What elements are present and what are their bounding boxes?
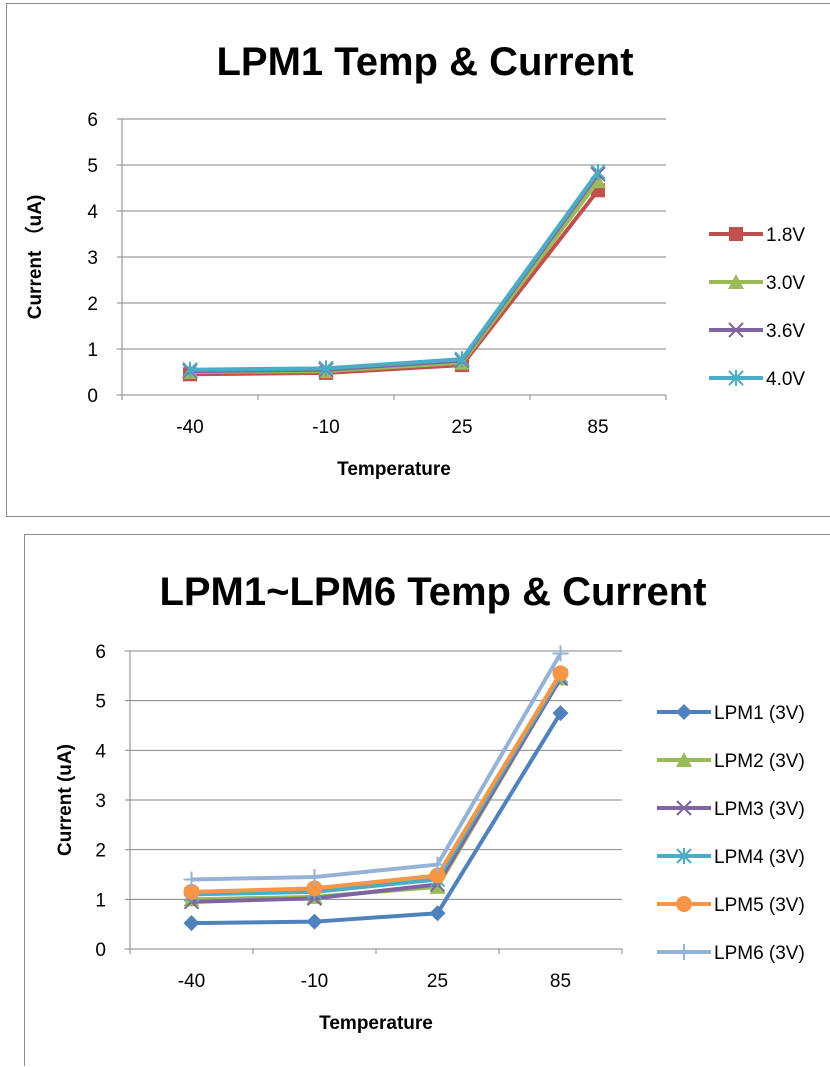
chart-1-series-1 <box>183 183 605 382</box>
chart-1-y-axis-label: Current （uA) <box>23 195 46 320</box>
chart-2-y-tick-label: 0 <box>95 940 106 961</box>
chart-1-legend-entry: 1.8V <box>709 225 805 246</box>
chart-2-y-tick-label: 3 <box>95 791 106 812</box>
chart-2-legend-entry: LPM5 (3V) <box>657 895 805 916</box>
chart-2-y-tick-label: 4 <box>95 741 106 762</box>
chart-2-container: LPM1~LPM6 Temp & Current 0 1 2 3 4 5 6 -40 -10 25 8… <box>24 534 830 1066</box>
chart-2-series-line <box>191 677 563 904</box>
chart-2-legend-marker <box>676 752 692 767</box>
chart-1-data-point <box>590 173 606 189</box>
chart-2-legend-entry: LPM4 (3V) <box>657 847 805 868</box>
chart-1-y-tick-label: 3 <box>87 248 98 269</box>
chart-2-legend-label: LPM4 (3V) <box>714 847 805 868</box>
chart-1-series-line <box>189 173 600 374</box>
chart-2-legend-marker <box>676 800 692 816</box>
chart-1-legend-marker <box>728 274 744 289</box>
chart-1-x-tick-label: 85 <box>587 417 608 438</box>
chart-1-legend-marker <box>729 227 743 241</box>
chart-2-y-tick-label: 5 <box>95 692 106 713</box>
chart-1-y-tick-label: 6 <box>87 110 98 131</box>
chart-2-x-tick-label: -40 <box>178 971 205 992</box>
chart-1-legend-label: 3.6V <box>766 321 805 342</box>
chart-2-legend-entry: LPM3 (3V) <box>657 799 805 820</box>
chart-1-data-point <box>454 351 470 368</box>
chart-1-x-axis-label: Temperature <box>337 459 451 480</box>
chart-1-y-tick-label: 2 <box>87 294 98 315</box>
chart-2-series-5 <box>183 665 569 900</box>
chart-1-legend-entry: 3.0V <box>709 273 805 294</box>
chart-2-legend-marker <box>676 848 692 864</box>
chart-1-legend-marker <box>728 370 744 386</box>
chart-1-y-tick-label: 5 <box>87 156 98 177</box>
chart-2-data-point <box>183 915 200 932</box>
chart-2-data-point <box>552 645 569 662</box>
chart-2-y-tick-label: 6 <box>95 642 106 663</box>
chart-1-legend-label: 1.8V <box>766 225 805 246</box>
chart-1-y-tick-label: 1 <box>87 340 98 361</box>
chart-1-y-tick-label: 4 <box>87 202 98 223</box>
chart-1-svg: LPM1 Temp & Current 0 1 2 3 4 5 6 -40 -10 25 85 Temp… <box>23 40 805 480</box>
chart-2-y-tick-label: 2 <box>95 841 106 862</box>
chart-2-title: LPM1~LPM6 Temp & Current <box>159 570 706 614</box>
chart-1-legend-label: 4.0V <box>766 369 805 390</box>
chart-2-data-point <box>552 705 569 722</box>
chart-2-data-point <box>306 913 323 930</box>
chart-2-legend-label: LPM3 (3V) <box>714 799 805 820</box>
chart-2-data-point <box>552 665 569 682</box>
chart-1-data-point <box>590 163 606 180</box>
chart-2-x-tick-label: -10 <box>301 971 328 992</box>
chart-2-data-point <box>183 883 200 900</box>
chart-1-legend-entry: 3.6V <box>709 321 805 342</box>
chart-2-y-axis-label: Current (uA) <box>55 744 76 856</box>
chart-2-x-tick-label: 85 <box>550 971 571 992</box>
chart-2-svg: LPM1~LPM6 Temp & Current 0 1 2 3 4 5 6 -40 -10 25 8… <box>55 570 805 1034</box>
chart-2-legend-entry: LPM1 (3V) <box>657 703 805 724</box>
chart-2-legend-marker <box>676 704 692 720</box>
chart-2-legend-label: LPM1 (3V) <box>714 703 805 724</box>
chart-1-data-point <box>182 361 198 378</box>
chart-1-title: LPM1 Temp & Current <box>216 40 633 84</box>
chart-2-data-point <box>429 856 446 873</box>
chart-2-series-line <box>191 652 563 882</box>
chart-2-series-3 <box>183 670 569 910</box>
chart-1-legend-entry: 4.0V <box>709 369 805 390</box>
chart-1-y-tick-label: 0 <box>87 386 98 407</box>
chart-2-legend-entry: LPM2 (3V) <box>657 751 805 772</box>
chart-2-series-line <box>191 672 563 894</box>
chart-2-x-axis-label: Temperature <box>319 1013 433 1034</box>
chart-1-series-4 <box>182 163 606 378</box>
chart-2-legend-marker <box>676 896 692 912</box>
chart-1-x-tick-label: -40 <box>176 417 203 438</box>
chart-1-series-line <box>189 179 600 374</box>
chart-1-legend-marker <box>728 322 744 338</box>
chart-1-series-line <box>189 189 600 377</box>
chart-2-y-tick-label: 1 <box>95 890 106 911</box>
chart-2-series-line <box>191 674 563 897</box>
chart-2-legend-label: LPM5 (3V) <box>714 895 805 916</box>
chart-2-data-point <box>306 880 323 897</box>
chart-2-data-point <box>429 905 446 922</box>
chart-2-series-4 <box>183 667 569 903</box>
chart-2-data-point <box>306 868 323 885</box>
chart-1-series-line <box>189 170 600 372</box>
chart-2-series-6 <box>183 645 569 888</box>
chart-1-container: LPM1 Temp & Current 0 1 2 3 4 5 6 -40 -10 25 85 Temp… <box>6 3 830 517</box>
chart-2-legend-label: LPM6 (3V) <box>714 943 805 964</box>
chart-2-legend-marker <box>676 944 692 960</box>
chart-1-series-3 <box>182 166 606 379</box>
chart-2-legend-entry: LPM6 (3V) <box>657 943 805 964</box>
chart-2-x-tick-label: 25 <box>427 971 448 992</box>
chart-1-legend-label: 3.0V <box>766 273 805 294</box>
chart-2-series-line <box>191 712 563 926</box>
chart-2-data-point <box>183 871 200 888</box>
chart-2-legend-label: LPM2 (3V) <box>714 751 805 772</box>
chart-1-data-point <box>318 360 334 377</box>
chart-1-x-tick-label: -10 <box>312 417 339 438</box>
chart-1-x-tick-label: 25 <box>451 417 472 438</box>
chart-2-series-line <box>191 677 563 902</box>
chart-2-series-1 <box>183 705 569 932</box>
chart-2-data-point <box>429 867 446 884</box>
chart-1-series-2 <box>182 173 606 379</box>
